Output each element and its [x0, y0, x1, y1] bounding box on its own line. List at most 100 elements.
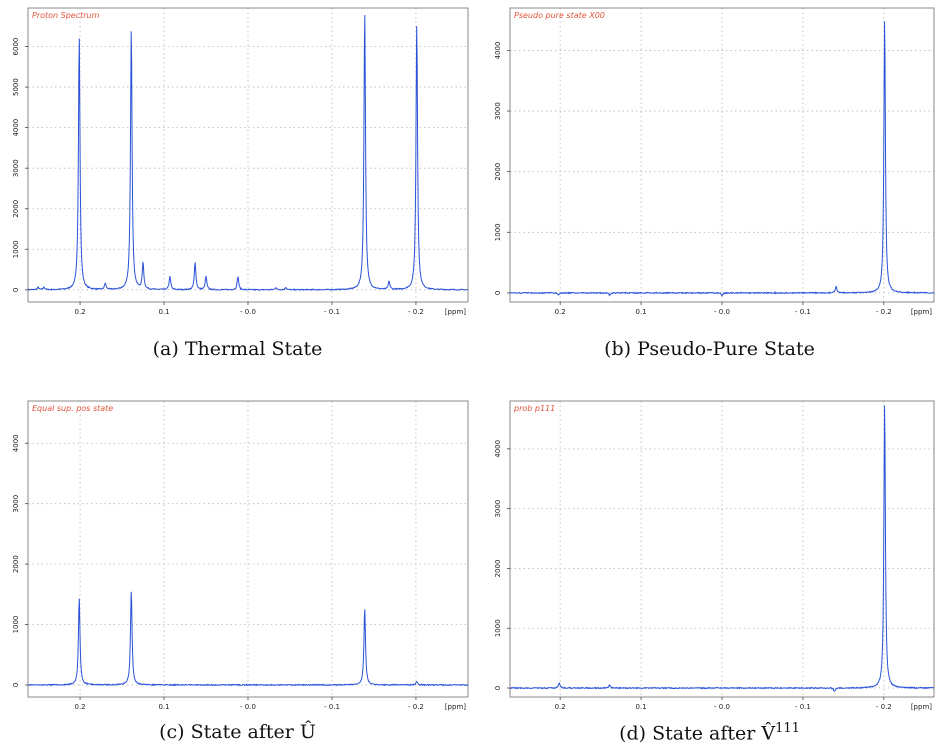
peak-point-a-7: [194, 261, 196, 263]
caption-c-text: (c) State after Û: [159, 721, 316, 743]
spectrum-line-b-0: [510, 21, 934, 297]
x-tick-label-a-0: 0.2: [74, 308, 85, 316]
x-tick-label-c-0: 0.2: [74, 703, 85, 711]
peak-point-c-3: [416, 680, 418, 682]
x-tick-label-b-3: - 0.1: [795, 308, 811, 316]
peak-point-a-9: [237, 275, 239, 277]
plot-frame-d: [509, 400, 935, 698]
x-axis-label-b: [ppm]: [911, 308, 932, 316]
peak-point-c-2: [364, 607, 366, 609]
peak-point-a-3: [416, 21, 418, 23]
y-tick-label-a-2: 2000: [12, 200, 20, 218]
x-tick-label-a-1: 0.1: [158, 308, 169, 316]
y-tick-label-c-1: 1000: [12, 616, 20, 634]
peak-point-a-14: [388, 281, 390, 283]
plot-frame-c: [27, 400, 469, 698]
y-tick-label-a-6: 6000: [12, 38, 20, 56]
caption-a: (a) Thermal State: [0, 338, 475, 360]
y-tick-label-d-0: 0: [494, 686, 502, 690]
x-tick-label-c-3: - 0.1: [324, 703, 340, 711]
y-tick-label-c-2: 2000: [12, 555, 20, 573]
peak-point-c-1: [130, 589, 132, 591]
x-tick-label-b-1: 0.1: [636, 308, 647, 316]
y-tick-label-a-3: 3000: [12, 159, 20, 177]
x-axis-label-a: [ppm]: [445, 308, 466, 316]
x-tick-label-b-2: - 0.0: [714, 308, 730, 316]
spectrum-line-d-0: [510, 405, 934, 692]
x-tick-label-c-1: 0.1: [158, 703, 169, 711]
peak-point-b-3: [608, 294, 610, 296]
y-tick-label-d-4: 4000: [494, 440, 502, 458]
peak-point-a-5: [142, 262, 144, 264]
peak-point-d-2: [608, 684, 610, 686]
caption-b-text: (b) Pseudo-Pure State: [604, 338, 815, 360]
x-tick-label-c-2: - 0.0: [240, 703, 256, 711]
peak-point-c-0: [78, 596, 80, 598]
panel-b: 0.2 0.1 - 0.0 - 0.1 - 0.2 [ppm] 0 1000 2000 3000 4…: [482, 0, 937, 375]
panel-label-b: Pseudo pure state X00: [514, 11, 605, 20]
chart-a: 0.2 0.1 - 0.0 - 0.1 - 0.2 [ppm] 0 1000 2000 3000 4…: [12, 7, 469, 316]
y-tick-label-a-1: 1000: [12, 240, 20, 258]
caption-d-superscript: 111: [775, 721, 800, 736]
peak-point-a-11: [43, 286, 45, 288]
panel-a: 0.2 0.1 - 0.0 - 0.1 - 0.2 [ppm] 0 1000 2000 3000 4…: [0, 0, 475, 375]
peak-point-a-13: [285, 286, 287, 288]
caption-b: (b) Pseudo-Pure State: [482, 338, 937, 360]
caption-a-text: (a) Thermal State: [152, 338, 323, 360]
x-tick-label-d-1: 0.1: [636, 703, 647, 711]
panel-label-d: prob p111: [513, 404, 555, 413]
x-tick-label-d-3: - 0.1: [795, 703, 811, 711]
plot-frame-a: [27, 7, 469, 303]
x-tick-label-d-2: - 0.0: [714, 703, 730, 711]
x-tick-label-a-2: - 0.0: [240, 308, 256, 316]
peak-point-a-4: [104, 283, 106, 285]
peak-point-a-1: [130, 25, 132, 27]
x-tick-label-d-4: - 0.2: [876, 703, 892, 711]
x-tick-label-d-0: 0.2: [555, 703, 566, 711]
peak-point-a-0: [78, 33, 80, 35]
panel-label-a: Proton Spectrum: [32, 11, 100, 20]
x-tick-label-a-4: - 0.2: [408, 308, 424, 316]
chart-d: 0.2 0.1 - 0.0 - 0.1 - 0.2 [ppm] 0 1000 2000 3000 4…: [494, 400, 935, 711]
peak-point-a-10: [37, 286, 39, 288]
chart-c: 0.2 0.1 - 0.0 - 0.1 - 0.2 [ppm] 0 1000 2000 3000 4…: [12, 400, 469, 711]
y-tick-label-c-4: 4000: [12, 434, 20, 452]
x-tick-label-c-4: - 0.2: [408, 703, 424, 711]
peak-point-d-0: [883, 400, 885, 402]
x-axis-label-c: [ppm]: [445, 703, 466, 711]
y-tick-label-b-1: 1000: [494, 223, 502, 241]
plot-frame-b: [509, 7, 935, 303]
peak-point-d-1: [558, 681, 560, 683]
peak-point-b-1: [835, 285, 837, 287]
y-tick-label-a-0: 0: [12, 288, 20, 292]
y-tick-label-c-3: 3000: [12, 495, 20, 513]
panel-c: 0.2 0.1 - 0.0 - 0.1 - 0.2 [ppm] 0 1000 2000 3000 4…: [0, 393, 475, 754]
x-tick-label-a-3: - 0.1: [324, 308, 340, 316]
caption-d: (d) State after V̂111: [482, 721, 937, 744]
peak-point-a-6: [169, 275, 171, 277]
peak-point-b-0: [883, 16, 885, 18]
spectrum-line-a-0: [28, 14, 468, 292]
panel-d: 0.2 0.1 - 0.0 - 0.1 - 0.2 [ppm] 0 1000 2000 3000 4…: [482, 393, 937, 754]
y-tick-label-b-2: 2000: [494, 163, 502, 181]
x-axis-label-d: [ppm]: [911, 703, 932, 711]
x-tick-label-b-4: - 0.2: [876, 308, 892, 316]
chart-b: 0.2 0.1 - 0.0 - 0.1 - 0.2 [ppm] 0 1000 2000 3000 4…: [494, 7, 935, 316]
y-tick-label-b-0: 0: [494, 291, 502, 295]
y-tick-label-d-1: 1000: [494, 619, 502, 637]
y-tick-label-d-3: 3000: [494, 500, 502, 518]
peak-point-b-2: [557, 294, 559, 296]
caption-d-text: (d) State after V̂: [619, 722, 776, 745]
peak-point-d-3: [833, 690, 835, 692]
peak-point-b-4: [721, 294, 723, 296]
y-tick-label-c-0: 0: [12, 683, 20, 687]
peak-point-a-8: [205, 275, 207, 277]
y-tick-label-a-4: 4000: [12, 119, 20, 137]
x-tick-label-b-0: 0.2: [555, 308, 566, 316]
y-tick-label-a-5: 5000: [12, 78, 20, 96]
y-tick-label-d-2: 2000: [494, 560, 502, 578]
y-tick-label-b-3: 3000: [494, 102, 502, 120]
panel-label-c: Equal sup. pos state: [32, 404, 113, 413]
y-tick-label-b-4: 4000: [494, 42, 502, 60]
peak-point-a-12: [275, 286, 277, 288]
